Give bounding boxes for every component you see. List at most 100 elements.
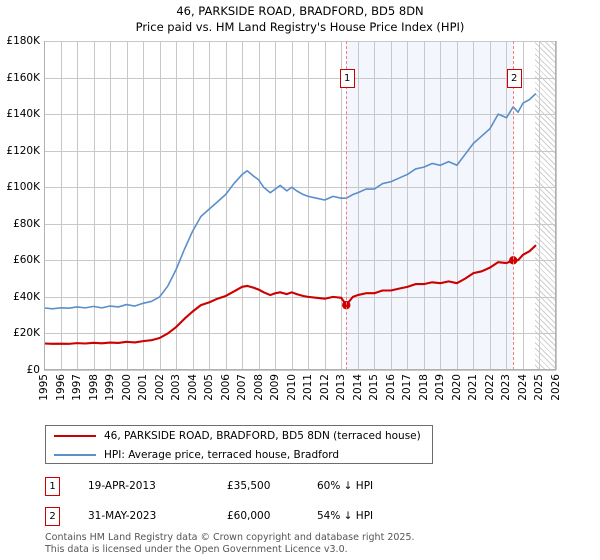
x-axis-tick-label: 2011: [302, 374, 315, 401]
x-axis-tick-label: 2009: [269, 374, 282, 401]
gridline-vertical: [192, 41, 194, 370]
gridline-vertical: [225, 41, 227, 370]
copyright-footer: Contains HM Land Registry data © Crown c…: [45, 532, 585, 555]
transaction-date-2: 31-MAY-2023: [88, 510, 157, 522]
gridline-horizontal: [44, 150, 556, 152]
series-lines: [44, 93, 537, 345]
gridline-vertical: [473, 41, 475, 370]
transaction-index-1: 1: [45, 477, 60, 496]
transaction-marker-line: [346, 41, 348, 370]
x-axis-tick-label: 2019: [434, 374, 447, 401]
gridline-vertical: [110, 41, 112, 370]
x-axis-tick-label: 2010: [285, 374, 298, 401]
gridline-vertical: [176, 41, 178, 370]
transaction-row-2: 2 31-MAY-2023 £60,000 54% ↓ HPI: [45, 507, 445, 526]
gridline-vertical: [440, 41, 442, 370]
gridline-vertical: [407, 41, 409, 370]
gridline-vertical: [291, 41, 293, 370]
legend-item-hpi: HPI: Average price, terraced house, Brad…: [46, 445, 432, 464]
x-axis-tick-label: 2026: [550, 374, 562, 401]
x-axis-tick-label: 2001: [137, 374, 150, 401]
transaction-price-1: £35,500: [227, 480, 271, 492]
gridline-vertical: [308, 41, 310, 370]
x-axis-tick-label: 2018: [417, 374, 430, 401]
x-axis-tick-label: 2006: [219, 374, 232, 401]
legend-swatch-hpi: [54, 453, 96, 456]
legend-swatch-property: [54, 434, 96, 437]
transaction-marker-label: 1: [339, 69, 355, 88]
x-axis-tick-label: 2005: [203, 374, 216, 401]
footer-line-2: This data is licensed under the Open Gov…: [45, 543, 348, 555]
gridline-vertical: [374, 41, 376, 370]
x-axis-tick-label: 2015: [368, 374, 381, 401]
title-line-secondary: Price paid vs. HM Land Registry's House …: [135, 20, 465, 34]
gridline-vertical: [506, 41, 508, 370]
transaction-marker-label: 2: [506, 69, 522, 88]
gridline-horizontal: [44, 114, 556, 116]
gridline-vertical: [93, 41, 95, 370]
y-axis-tick-label: £100K: [6, 181, 40, 194]
x-axis-tick-label: 1996: [54, 374, 67, 401]
transaction-price-2: £60,000: [227, 510, 271, 522]
x-axis-tick-label: 2000: [120, 374, 133, 401]
series-line: [44, 244, 537, 345]
chart-legend: 46, PARKSIDE ROAD, BRADFORD, BD5 8DN (te…: [45, 425, 433, 464]
gridline-horizontal: [44, 260, 556, 262]
gridline-horizontal: [44, 333, 556, 335]
x-axis-tick-label: 2025: [533, 374, 546, 401]
y-axis-tick-label: £140K: [6, 108, 40, 121]
title-line-primary: 46, PARKSIDE ROAD, BRADFORD, BD5 8DN: [176, 4, 424, 18]
transaction-date-1: 19-APR-2013: [88, 480, 156, 492]
gridline-vertical: [539, 41, 541, 370]
x-axis-tick-label: 2012: [318, 374, 331, 401]
gridline-horizontal: [44, 187, 556, 189]
gridline-vertical: [126, 41, 128, 370]
gridline-vertical: [423, 41, 425, 370]
x-axis-tick-label: 2022: [483, 374, 496, 401]
y-axis-tick-label: £60K: [13, 254, 40, 267]
gridline-vertical: [159, 41, 161, 370]
gridline-vertical: [143, 41, 145, 370]
gridline-vertical: [77, 41, 79, 370]
gridline-horizontal: [44, 296, 556, 298]
y-axis-tick-label: £160K: [6, 71, 40, 84]
y-axis-tick-label: £80K: [13, 217, 40, 230]
transaction-index-2: 2: [45, 507, 60, 526]
x-axis-tick-label: 2021: [467, 374, 480, 401]
footer-line-1: Contains HM Land Registry data © Crown c…: [45, 532, 415, 543]
gridline-vertical: [209, 41, 211, 370]
transaction-row-1: 1 19-APR-2013 £35,500 60% ↓ HPI: [45, 477, 445, 496]
gridline-vertical: [357, 41, 359, 370]
gridline-vertical: [341, 41, 343, 370]
x-axis-tick-label: 2016: [384, 374, 397, 401]
x-axis-tick-label: 2020: [450, 374, 463, 401]
gridline-horizontal: [44, 77, 556, 79]
transaction-hpi-delta-2: 54% ↓ HPI: [317, 510, 374, 522]
gridline-vertical: [242, 41, 244, 370]
gridline-horizontal: [44, 223, 556, 225]
y-axis-tick-label: £0: [26, 364, 40, 376]
x-axis-tick-label: 2017: [401, 374, 414, 401]
y-axis-tick-label: £180K: [6, 35, 40, 47]
y-axis-tick-label: £120K: [6, 144, 40, 157]
y-axis-tick-label: £20K: [13, 327, 40, 340]
x-axis-tick-label: 2004: [186, 374, 199, 401]
x-axis-tick-label: 2008: [252, 374, 265, 401]
gridline-vertical: [390, 41, 392, 370]
ownership-period-shading: [346, 41, 514, 370]
projection-hatch-region: [535, 41, 556, 370]
gridline-vertical: [60, 41, 62, 370]
transaction-hpi-delta-1: 60% ↓ HPI: [317, 480, 374, 492]
gridline-vertical: [489, 41, 491, 370]
legend-item-property: 46, PARKSIDE ROAD, BRADFORD, BD5 8DN (te…: [46, 426, 432, 445]
x-axis-tick-label: 1997: [71, 374, 84, 401]
gridline-vertical: [258, 41, 260, 370]
x-axis-tick-label: 2024: [516, 374, 529, 401]
gridline-vertical: [556, 41, 557, 370]
gridline-horizontal: [44, 41, 556, 42]
gridline-horizontal: [44, 370, 556, 371]
legend-label-hpi: HPI: Average price, terraced house, Brad…: [104, 448, 340, 461]
transaction-marker-line: [513, 41, 515, 370]
x-axis-tick-label: 1998: [87, 374, 100, 401]
gridline-vertical: [324, 41, 326, 370]
